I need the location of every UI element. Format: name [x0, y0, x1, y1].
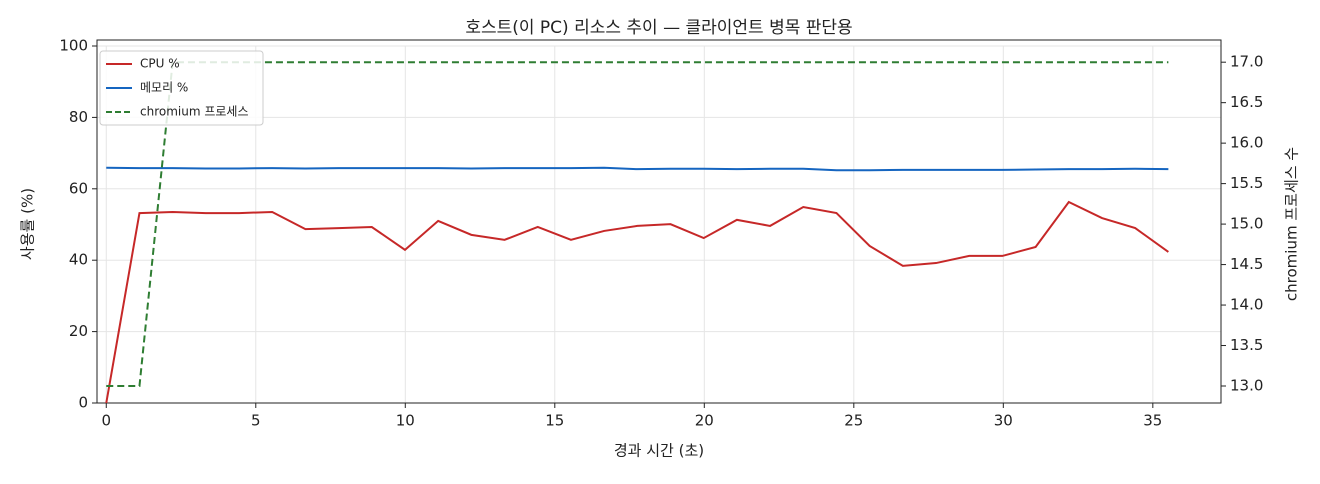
x-tick-label: 15: [545, 412, 564, 430]
y2-tick-label: 13.5: [1230, 336, 1263, 354]
y2-tick-label: 15.0: [1230, 215, 1263, 233]
series-line: [106, 166, 1169, 172]
y-tick-label: 100: [59, 37, 88, 55]
y-tick-label: 20: [69, 322, 88, 340]
x-tick-label: 5: [251, 412, 261, 430]
series-line: [105, 200, 1169, 404]
y2-axis-label: chromium 프로세스 수: [1283, 147, 1301, 301]
y2-tick-label: 13.0: [1230, 377, 1263, 395]
series-line: [106, 61, 1169, 387]
y2-tick-label: 15.5: [1230, 174, 1263, 192]
y-tick-label: 80: [69, 108, 88, 126]
legend-label: 메모리 %: [140, 81, 188, 95]
x-axis-label: 경과 시간 (초): [614, 442, 704, 460]
legend: CPU % 메모리 % chromium 프로세스: [99, 50, 264, 126]
y-tick-label: 40: [69, 251, 88, 269]
legend-label: chromium 프로세스: [140, 105, 249, 119]
x-tick-label: 25: [844, 412, 863, 430]
y-tick-label: 60: [69, 179, 88, 197]
x-tick-label: 20: [695, 412, 714, 430]
y2-tick-label: 17.0: [1230, 53, 1263, 71]
y2-tick-label: 14.5: [1230, 255, 1263, 273]
legend-label: CPU %: [140, 57, 180, 71]
y2-tick-label: 16.0: [1230, 134, 1263, 152]
chart-title: 호스트(이 PC) 리소스 추이 — 클라이언트 병목 판단용: [465, 18, 852, 38]
y-axis-label: 사용률 (%): [19, 188, 37, 260]
x-tick-label: 35: [1143, 412, 1162, 430]
x-tick-label: 0: [101, 412, 111, 430]
legend-box: [99, 50, 264, 126]
y2-tick-label: 16.5: [1230, 93, 1263, 111]
plot-frame: [96, 39, 1222, 404]
x-tick-label: 10: [396, 412, 415, 430]
y-tick-label: 0: [78, 394, 88, 412]
y2-tick-label: 14.0: [1230, 296, 1263, 314]
x-tick-label: 30: [994, 412, 1013, 430]
